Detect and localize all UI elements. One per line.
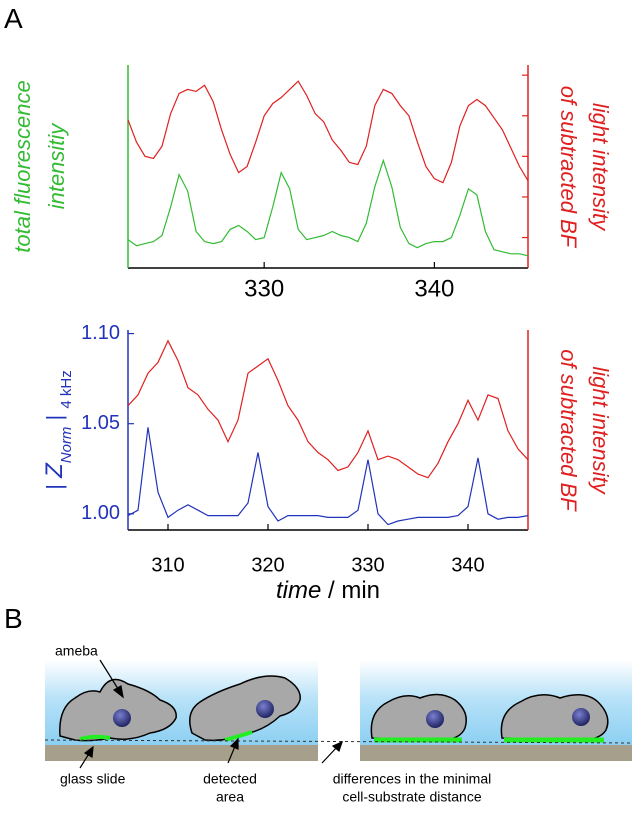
x-tick-label: 330 [351, 554, 384, 576]
y-tick-label: 1.05 [81, 412, 120, 434]
nucleus [426, 710, 444, 728]
y-label-part: 4 kHz [58, 370, 75, 408]
series-line [127, 80, 529, 184]
y2-label-line: of subtracted BF [556, 86, 581, 249]
reference-line [44, 739, 633, 744]
nucleus [256, 700, 274, 718]
panel-label: A [4, 3, 23, 34]
x-tick-label: 340 [414, 275, 454, 302]
contact-area [224, 730, 253, 742]
panel-label: B [4, 603, 23, 634]
x-label: time / min [276, 577, 380, 604]
glass-slide [360, 745, 632, 761]
y-label-part: | [42, 409, 67, 427]
y-label-part: Z [41, 462, 68, 479]
annotation: detected [203, 771, 257, 787]
cell [370, 693, 467, 741]
annotation: glass slide [60, 771, 126, 787]
y-label-line: intensitiy [44, 122, 69, 210]
annotation: cell-substrate distance [342, 789, 482, 805]
series-line [127, 158, 529, 257]
y2-label-line: light intensity [588, 366, 613, 495]
nucleus [113, 709, 131, 727]
y2-label: light intensity of subtracted BF [556, 349, 613, 512]
y-label: | ZNorm | 4 kHz [41, 370, 75, 489]
y2-label: light intensity of subtracted BF [556, 86, 613, 249]
diagram [44, 659, 633, 769]
annotation: ameba [55, 643, 98, 659]
y-label: total fluorescence intensitiy [10, 80, 69, 252]
y-tick-label: 1.00 [81, 502, 120, 524]
cell [500, 694, 609, 741]
x-tick-label: 310 [151, 554, 184, 576]
y-label-part: Norm [58, 427, 75, 464]
series-line [127, 427, 529, 526]
y2-label-line: light intensity [588, 103, 613, 232]
x-tick-label: 340 [451, 554, 484, 576]
series-line [127, 339, 529, 479]
x-tick-label: 320 [251, 554, 284, 576]
glass-slide [45, 745, 318, 761]
contact-area [79, 734, 111, 741]
annotation: area [216, 789, 244, 805]
x-label-part: / min [321, 577, 380, 604]
x-label-part: time [276, 577, 321, 604]
y-label-line: total fluorescence [10, 80, 35, 252]
y-label-part: | [42, 478, 67, 490]
annotation: differences in the minimal [333, 771, 491, 787]
arrows [79, 659, 343, 769]
nucleus [572, 708, 590, 726]
y-tick-label: 1.10 [81, 322, 120, 344]
y2-label-line: of subtracted BF [556, 349, 581, 512]
x-tick-label: 330 [244, 275, 284, 302]
